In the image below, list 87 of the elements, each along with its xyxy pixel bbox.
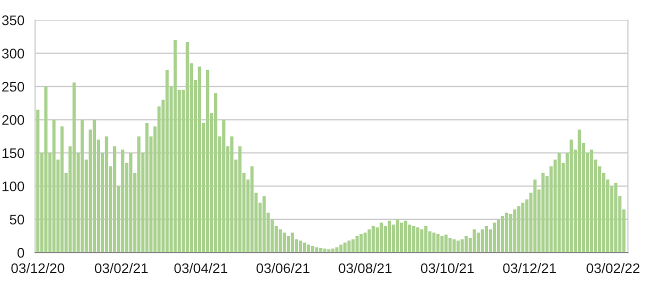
bar: [72, 82, 76, 253]
bar: [206, 70, 210, 253]
bar: [400, 222, 404, 253]
bar: [404, 220, 408, 253]
bar: [327, 249, 330, 253]
bar: [364, 232, 367, 253]
bar: [262, 196, 266, 253]
bar: [250, 166, 254, 253]
bar: [112, 146, 116, 253]
bar: [388, 220, 392, 253]
x-tick-label: 03/06/21: [256, 262, 310, 274]
bar: [174, 40, 177, 253]
bar: [129, 152, 132, 253]
bar: [372, 226, 375, 253]
bar: [412, 226, 416, 253]
bar: [380, 222, 383, 253]
bar: [456, 240, 460, 253]
bar: [517, 206, 520, 253]
bar: [60, 126, 64, 253]
bar: [80, 120, 84, 253]
bar: [145, 123, 149, 253]
bar: [282, 232, 286, 253]
bar: [500, 216, 504, 253]
bar: [44, 86, 48, 253]
bar: [416, 227, 420, 253]
bar: [290, 232, 294, 253]
bar: [368, 229, 371, 253]
bar: [496, 219, 500, 253]
bar: [52, 120, 56, 253]
bar: [533, 180, 537, 253]
bar: [464, 236, 468, 253]
bar: [420, 229, 424, 253]
bar: [331, 248, 334, 253]
bar: [319, 248, 322, 253]
bar: [36, 110, 40, 253]
y-tick-label: 250: [2, 82, 24, 92]
y-tick-label: 50: [10, 214, 24, 225]
x-tick-label: 03/02/21: [94, 262, 148, 274]
bar: [436, 234, 440, 253]
y-tick-label: 0: [18, 248, 24, 258]
bar: [360, 234, 363, 253]
x-tick-label: 03/12/21: [503, 262, 556, 274]
bar: [484, 226, 488, 253]
bar: [121, 150, 124, 253]
bar: [476, 232, 480, 253]
bar: [432, 232, 436, 253]
bar: [590, 150, 594, 253]
bar: [492, 222, 496, 253]
bar: [578, 130, 582, 253]
x-tick-label: 03/10/21: [420, 262, 474, 274]
bar: [92, 120, 96, 253]
bar: [137, 136, 140, 253]
bar: [186, 42, 189, 253]
x-tick-label: 03/12/20: [11, 262, 64, 274]
bar: [541, 172, 545, 253]
bar: [513, 209, 516, 253]
bar: [278, 229, 282, 253]
bar: [230, 136, 234, 253]
bar: [558, 152, 561, 253]
bar: [424, 226, 428, 253]
bar: [472, 229, 476, 253]
bar: [222, 120, 226, 253]
bar: [505, 212, 508, 253]
bar: [198, 66, 202, 253]
bar: [238, 146, 242, 253]
bar: [408, 224, 412, 253]
y-tick-label: 350: [2, 15, 24, 26]
y-tick-label: 200: [2, 115, 24, 125]
bar: [480, 229, 484, 253]
bar: [214, 93, 218, 253]
bar: [311, 246, 314, 253]
bar: [444, 234, 448, 253]
x-tick-label: 03/02/22: [586, 262, 640, 274]
bar: [460, 239, 464, 253]
bar: [323, 248, 326, 253]
y-tick-label: 150: [2, 148, 24, 158]
bar: [396, 219, 400, 253]
bar: [315, 247, 318, 253]
bar: [521, 202, 524, 253]
bar: [166, 70, 169, 253]
x-tick-label: 03/08/21: [338, 262, 392, 274]
bar: [614, 182, 618, 253]
y-tick-label: 100: [2, 181, 24, 192]
x-tick-label: 03/04/21: [174, 262, 228, 274]
bar: [104, 136, 108, 253]
bar: [570, 140, 573, 253]
y-tick-label: 300: [2, 48, 24, 58]
